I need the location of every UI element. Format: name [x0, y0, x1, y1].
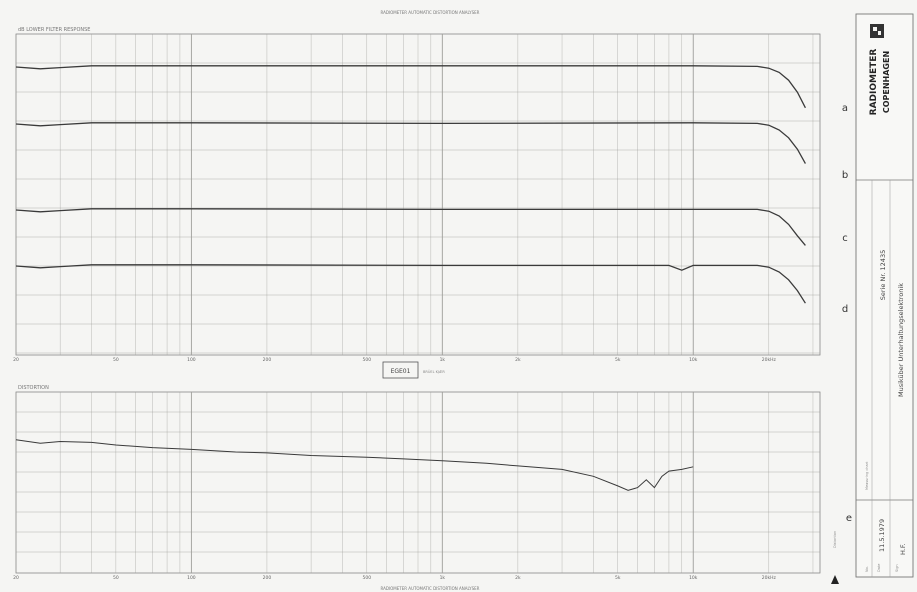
date-label: Date — [877, 564, 881, 572]
x-tick-label: 100 — [187, 575, 196, 581]
distortion-axis-label: Distortion — [833, 531, 837, 548]
distortion-trace-e — [15, 439, 694, 491]
x-tick-label: 1k — [440, 357, 446, 363]
response-trace-c — [15, 208, 806, 246]
pointer-arrow-icon — [831, 575, 839, 584]
title-block: RADIOMETER COPENHAGEN Measuring chart Se… — [855, 13, 914, 578]
logo-text-2: COPENHAGEN — [882, 51, 891, 113]
x-tick-label: 200 — [263, 575, 272, 581]
x-tick-label: 50 — [113, 575, 119, 581]
distortion-chart: DISTORTION Distortion 20 50 100 200 500 1k 2k 5… — [13, 385, 837, 581]
distortion-series — [15, 439, 694, 491]
x-tick-label: 5k — [615, 357, 621, 363]
top-title: RADIOMETER AUTOMATIC DISTORTION ANALYSER — [381, 10, 480, 15]
radiometer-logo: RADIOMETER COPENHAGEN — [869, 24, 891, 115]
logo-mark — [878, 31, 881, 35]
response-grid — [15, 34, 820, 355]
date-value: 11.5.1979 — [878, 519, 886, 552]
title-block-frame — [855, 13, 914, 578]
series-label-d: d — [842, 304, 848, 315]
x-tick-label: 2k — [515, 575, 521, 581]
series-letters: a b c d e — [842, 103, 852, 524]
series-label-e: e — [846, 513, 852, 524]
no-label: No. — [865, 566, 869, 572]
x-tick-label: 20kHz — [762, 575, 777, 581]
distortion-chart-title: DISTORTION — [18, 385, 49, 391]
center-stamp: EGE01 BRÜEL KJÆR — [382, 361, 445, 379]
series-label-b: b — [842, 170, 848, 181]
response-chart: dB LOWER FILTER RESPONSE 20 50 100 200 500 1k… — [13, 27, 821, 363]
sign-value: H.F. — [899, 543, 907, 555]
distortion-grid — [15, 392, 820, 573]
x-tick-label: 1k — [440, 575, 446, 581]
workshop-name: Musiküber Unterhaltungselektronik — [897, 283, 905, 397]
response-trace-a — [15, 65, 806, 109]
x-tick-label: 500 — [362, 575, 371, 581]
x-tick-label: 10k — [689, 357, 698, 363]
response-series — [15, 65, 806, 304]
serial-number: Serie Nr. 12435 — [879, 250, 887, 300]
x-tick-label: 50 — [113, 357, 119, 363]
x-tick-label: 20kHz — [762, 357, 777, 363]
response-trace-b — [15, 122, 806, 164]
logo-text-1: RADIOMETER — [869, 49, 879, 116]
response-chart-title: dB LOWER FILTER RESPONSE — [18, 27, 90, 33]
series-label-a: a — [842, 103, 848, 114]
stamp-box — [382, 361, 419, 379]
response-tick-labels: 20 50 100 200 500 1k 2k 5k 10k 20kHz — [13, 357, 776, 363]
x-tick-label: 20 — [13, 357, 19, 363]
x-tick-label: 20 — [13, 575, 19, 581]
x-tick-label: 2k — [515, 357, 521, 363]
x-tick-label: 5k — [615, 575, 621, 581]
measuring-chart-label: Measuring chart — [865, 461, 869, 490]
logo-mark — [873, 27, 877, 31]
x-tick-label: 500 — [362, 357, 371, 363]
distortion-tick-labels: 20 50 100 200 500 1k 2k 5k 10k 20kHz — [13, 575, 776, 581]
x-tick-label: 200 — [263, 357, 272, 363]
x-tick-label: 10k — [689, 575, 698, 581]
stamp-text: EGE01 — [391, 368, 411, 375]
series-label-c: c — [842, 233, 848, 244]
response-trace-d — [15, 264, 806, 304]
bottom-title: RADIOMETER AUTOMATIC DISTORTION ANALYSER — [381, 586, 480, 591]
stamp-caption: BRÜEL KJÆR — [423, 369, 445, 374]
x-tick-label: 100 — [187, 357, 196, 363]
sign-label: Sign — [895, 564, 899, 572]
